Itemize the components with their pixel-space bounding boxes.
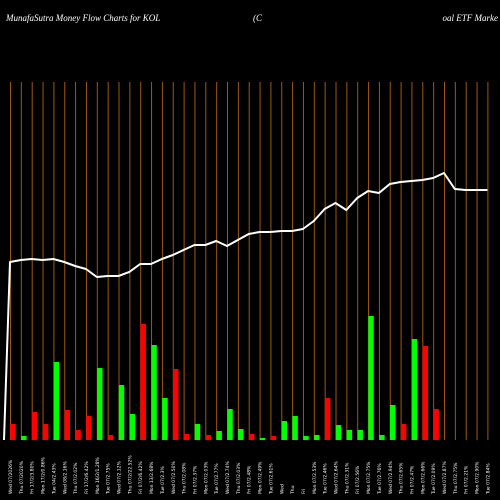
x-tick-label: Wed 07/2.64% (334, 460, 340, 494)
x-tick-label: Wed 07/2.74% (225, 460, 231, 494)
x-tick-label: Mon 07/2.49% (258, 461, 264, 494)
volume-bar (303, 436, 309, 440)
volume-bar (357, 430, 363, 440)
volume-bar (314, 435, 320, 440)
x-tick-label: Mon 07/2.90% (475, 461, 481, 494)
volume-bar (379, 435, 385, 440)
gridlines (10, 82, 489, 440)
volume-bar (194, 424, 201, 440)
x-tick-label: Wed 07/2.50% (171, 460, 177, 494)
x-tick-label: Fri (301, 489, 307, 494)
volume-bar (140, 324, 146, 440)
money-flow-line (3, 172, 488, 441)
volume-bars (10, 316, 439, 440)
volume-bar (107, 435, 114, 440)
volume-bar (42, 424, 49, 440)
volume-bar (53, 362, 60, 440)
x-tick-label: Wed 07/2026% (8, 459, 14, 494)
volume-bar (259, 438, 266, 440)
x-tick-label: Fri 07/2.37% (192, 465, 198, 494)
x-tick-label: Wed 07/2.94% (388, 460, 394, 494)
x-tick-label: Wed 08/2.16% (62, 460, 68, 494)
x-tick-label: Wed 07/2.12% (117, 460, 123, 494)
x-tick-label: Thu 07/2.08% (182, 462, 188, 495)
x-tick-label: Thu 07/2.03% (236, 462, 242, 495)
volume-bar (151, 345, 157, 440)
volume-bar (129, 414, 136, 440)
volume-bar (270, 436, 277, 440)
volume-bar (335, 425, 342, 440)
x-tick-label: Tue 07/2.46% (323, 463, 329, 495)
volume-bar (281, 421, 287, 440)
volume-bar (248, 434, 255, 440)
x-tick-label: Mon 07/2.03% (203, 461, 209, 494)
x-tick-label: Thu (290, 485, 296, 495)
x-tick-label: Mon 07/2.53% (312, 461, 318, 494)
volume-bar (400, 424, 407, 440)
x-tick-label: Mon 13/2.68% (149, 461, 155, 494)
x-tick-label: Fri 07/2.47% (409, 465, 415, 494)
x-tick-label: Tue 07/2.3% (160, 465, 166, 495)
x-tick-label: Thu 07/2020% (19, 460, 25, 495)
volume-bar (205, 435, 212, 440)
volume-bar (10, 424, 16, 440)
x-tick-label: Fri 07/2.21% (464, 465, 470, 494)
x-tick-label: Thu 07/2.02% (73, 462, 79, 495)
volume-bar (216, 431, 222, 440)
volume-bar (368, 316, 374, 440)
volume-bar (433, 409, 439, 440)
x-tick-label: Fri 07/2/6.42% (138, 461, 144, 494)
volume-bar (31, 412, 38, 440)
volume-bar (86, 416, 92, 440)
x-tick-label: Tue 07/2.76% (377, 463, 383, 495)
volume-bar (162, 398, 168, 440)
volume-bar (324, 398, 331, 440)
x-tick-label: Tue 04/2.43% (51, 463, 57, 495)
x-tick-label: Mon 17/2/0.86% (41, 456, 47, 494)
x-tick-label: Tue 07/2.75% (106, 463, 112, 495)
x-tick-label: Tue 07/2.61% (268, 463, 274, 495)
chart-title: MunafaSutra Money Flow Charts for KOL (6, 13, 161, 23)
x-tick-label: Mon 07/2.66% (420, 461, 426, 494)
x-tick-label: Mon 07/2.75% (366, 461, 372, 494)
volume-bar (97, 368, 103, 440)
x-tick-label: Fri 07/2.48% (247, 465, 253, 494)
volume-bar (422, 346, 429, 440)
volume-bar (346, 430, 353, 440)
x-tick-label: Tue 07/2.09% (431, 463, 437, 495)
x-tick-label: Thu 07/2.75% (453, 462, 459, 495)
volume-bar (411, 339, 418, 440)
x-tick-label: Tue 07/2.84% (485, 463, 491, 495)
x-axis-labels: Wed 07/2026% Thu 07/2020% Fri 17/2/3.80% Mo… (8, 455, 491, 495)
volume-bar (183, 434, 190, 440)
x-tick-label: Tue 07/2.77% (214, 463, 220, 495)
x-tick-label: Thu 07/2/22.52% (127, 455, 133, 495)
chart-title-suffix: oal ETF Marke (442, 13, 499, 23)
x-tick-label: Wed 07/2.87% (442, 460, 448, 494)
volume-bar (292, 416, 298, 440)
volume-bar (238, 429, 244, 440)
x-tick-label: Fri 17/2/3.80% (30, 461, 36, 494)
x-tick-label: Thu 07/2.31% (344, 462, 350, 495)
x-tick-label: Wed (279, 484, 285, 494)
volume-bar (75, 430, 81, 440)
x-tick-label: Thu 07/2.65% (399, 462, 405, 495)
x-tick-label: Fri 17/2/6.42% (84, 461, 90, 494)
volume-bar (118, 385, 125, 440)
volume-bar (64, 410, 70, 440)
x-tick-label: Mon 16/2/1.28% (95, 456, 101, 494)
x-tick-label: Fri 07/2.56% (355, 465, 361, 494)
volume-bar (390, 405, 396, 440)
chart-title-fragment: (C (253, 13, 262, 23)
volume-bar (227, 409, 233, 440)
volume-bar (173, 369, 179, 440)
volume-bar (21, 436, 27, 440)
